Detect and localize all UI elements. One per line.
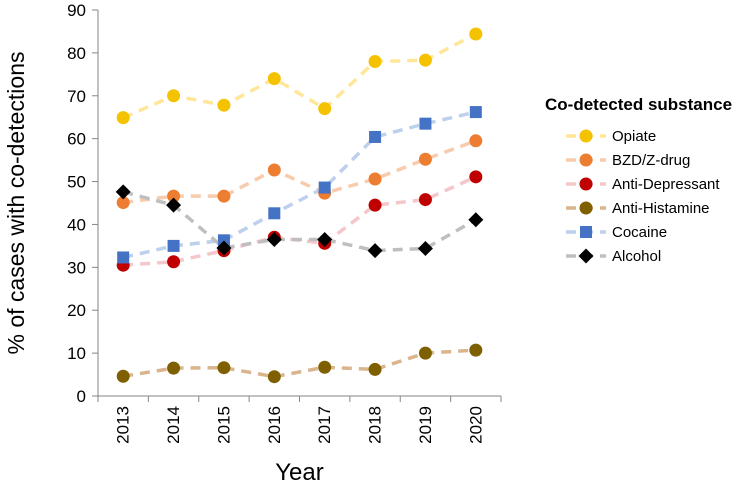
- x-tick-label: 2018: [366, 406, 385, 444]
- y-tick-label: 90: [67, 1, 86, 20]
- y-tick-label: 10: [67, 344, 86, 363]
- x-tick-label: 2020: [466, 406, 485, 444]
- data-point-anti-histamine: [267, 370, 281, 384]
- data-point-alcohol: [468, 212, 484, 228]
- legend-title: Co-detected substance: [545, 95, 732, 114]
- y-tick-label: 20: [67, 301, 86, 320]
- data-point-cocaine: [419, 117, 432, 130]
- legend-item-cocaine: Cocaine: [566, 224, 667, 241]
- data-point-anti-depressant: [418, 193, 432, 207]
- x-axis-title: Year: [275, 459, 324, 486]
- legend-label-opiate: Opiate: [612, 128, 656, 145]
- data-point-opiate: [116, 111, 130, 125]
- data-point-alcohol: [317, 231, 333, 247]
- legend-label-bzd-z-drug: BZD/Z-drug: [612, 152, 690, 169]
- legend-item-bzd-z-drug: BZD/Z-drug: [566, 152, 690, 169]
- data-point-anti-histamine: [318, 360, 332, 374]
- data-point-alcohol: [417, 240, 433, 256]
- x-tick-label: 2013: [114, 406, 133, 444]
- series-line-alcohol: [122, 190, 477, 253]
- y-tick-label: 50: [67, 173, 86, 192]
- y-axis-title: % of cases with co-detections: [3, 52, 29, 355]
- series-line-opiate: [122, 32, 477, 120]
- data-point-anti-histamine: [167, 361, 181, 375]
- series-line-cocaine: [122, 110, 477, 260]
- legend-marker-alcohol: [578, 248, 594, 264]
- data-point-anti-depressant: [368, 198, 382, 212]
- data-point-opiate: [217, 98, 231, 112]
- x-tick-label: 2017: [315, 406, 334, 444]
- legend-label-anti-histamine: Anti-Histamine: [612, 200, 710, 217]
- data-point-anti-depressant: [167, 255, 181, 269]
- data-point-opiate: [267, 72, 281, 86]
- data-point-alcohol: [166, 197, 182, 213]
- y-tick-label: 70: [67, 87, 86, 106]
- data-point-opiate: [368, 54, 382, 68]
- y-tick-label: 60: [67, 130, 86, 149]
- x-tick-label: 2015: [214, 406, 233, 444]
- data-point-bzd-z-drug: [116, 196, 130, 210]
- series-line-bzd-z-drug: [122, 139, 477, 205]
- data-point-bzd-z-drug: [167, 189, 181, 203]
- data-point-opiate: [318, 102, 332, 116]
- x-tick-label: 2019: [416, 406, 435, 444]
- data-point-alcohol: [367, 243, 383, 259]
- legend-marker-bzd-z-drug: [579, 153, 593, 167]
- legend-item-anti-histamine: Anti-Histamine: [566, 200, 710, 217]
- x-tick-label: 2014: [164, 406, 183, 444]
- data-point-cocaine: [117, 251, 130, 264]
- series-line-anti-histamine: [122, 348, 476, 379]
- y-tick-label: 40: [67, 215, 86, 234]
- data-point-opiate: [418, 53, 432, 67]
- legend-item-opiate: Opiate: [566, 128, 656, 145]
- data-point-bzd-z-drug: [469, 134, 483, 148]
- data-point-anti-histamine: [368, 362, 382, 376]
- legend-marker-opiate: [579, 129, 593, 143]
- axes: 0 10 20 30 40 50 60 70 80 90 2013 2014 2015 2016 2017 2…: [67, 1, 502, 444]
- data-point-cocaine: [369, 130, 382, 143]
- data-point-anti-histamine: [217, 361, 231, 375]
- data-point-anti-depressant: [469, 170, 483, 184]
- legend-marker-anti-depressant: [579, 177, 593, 191]
- data-point-bzd-z-drug: [267, 163, 281, 177]
- data-point-anti-histamine: [116, 369, 130, 383]
- legend: Co-detected substance Opiate BZD/Z-drug An…: [545, 95, 732, 265]
- data-point-alcohol: [216, 240, 232, 256]
- data-point-cocaine: [268, 207, 281, 220]
- legend-label-cocaine: Cocaine: [612, 224, 667, 241]
- data-point-cocaine: [469, 106, 482, 119]
- data-point-cocaine: [217, 234, 230, 247]
- legend-label-anti-depressant: Anti-Depressant: [612, 176, 720, 193]
- series-lines: [122, 32, 477, 379]
- data-point-anti-histamine: [418, 346, 432, 360]
- y-tick-label: 80: [67, 44, 86, 63]
- y-tick-label: 0: [77, 387, 86, 406]
- data-point-anti-histamine: [469, 343, 483, 357]
- data-point-alcohol: [115, 184, 131, 200]
- data-point-alcohol: [266, 231, 282, 247]
- legend-marker-cocaine: [580, 226, 592, 238]
- data-point-bzd-z-drug: [368, 172, 382, 186]
- legend-label-alcohol: Alcohol: [612, 248, 661, 265]
- data-point-cocaine: [167, 239, 180, 252]
- data-point-opiate: [469, 27, 483, 41]
- data-point-cocaine: [318, 181, 331, 194]
- data-point-bzd-z-drug: [217, 189, 231, 203]
- legend-marker-anti-histamine: [579, 201, 593, 215]
- data-point-opiate: [167, 89, 181, 103]
- y-tick-label: 30: [67, 258, 86, 277]
- legend-item-anti-depressant: Anti-Depressant: [566, 176, 720, 193]
- series-markers: [115, 27, 484, 384]
- legend-item-alcohol: Alcohol: [566, 248, 661, 265]
- x-tick-label: 2016: [265, 406, 284, 444]
- data-point-bzd-z-drug: [418, 152, 432, 166]
